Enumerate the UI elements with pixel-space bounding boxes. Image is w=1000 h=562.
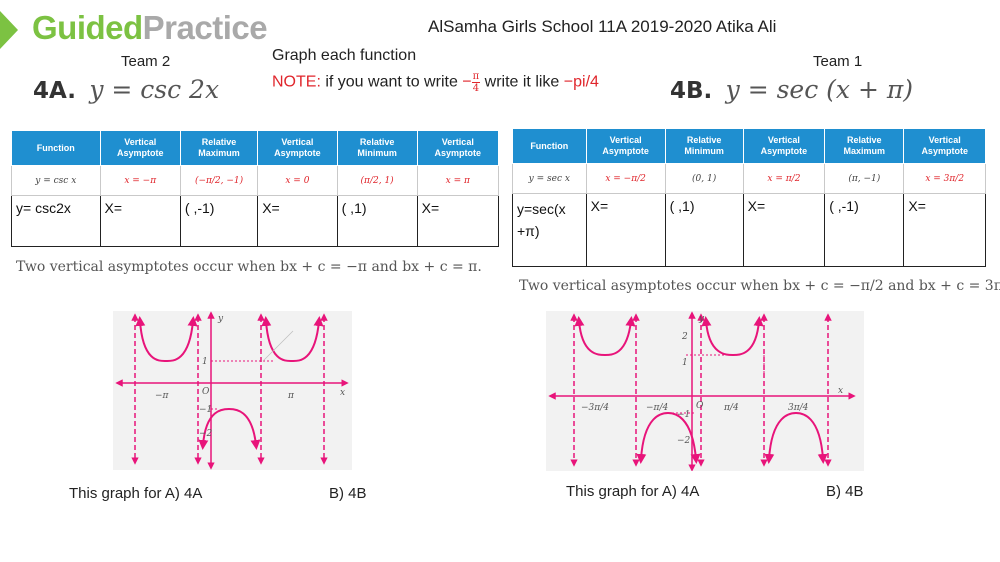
team-label-right: Team 1 [813,53,863,70]
problem-4b-title: 4B. y = sec (x + π) [670,75,914,104]
header-cell: Vertical Asymptote [99,130,181,166]
function-cell: y= csc2x [11,195,101,247]
function-cell: y=sec(x +π) [512,193,587,267]
header-cell: Relative Maximum [824,128,905,164]
equation-4a: y = csc 2x [89,75,220,104]
example-cell: x = 0 [257,165,338,196]
tick-label: −1 [677,410,690,420]
maximum-input[interactable]: ( ,-1) [179,195,259,247]
curve-branch [701,316,764,357]
curve-branch [135,316,198,363]
tick-label: π/4 [723,403,739,413]
example-cell: (π, −1) [824,163,905,194]
tick-label: −π [155,391,170,401]
header-cell: Vertical Asymptote [257,130,338,166]
tick-label: −1 [199,405,212,415]
question-graph-right[interactable]: This graph for A) 4A [566,483,700,500]
curve-branch [198,407,261,450]
team-label-left: Team 2 [121,53,171,70]
y-axis-label: y [698,314,705,324]
equation-4b: y = sec (x + π) [725,75,914,104]
tick-label: −3π/4 [581,403,609,413]
example-cell: (0, 1) [664,163,744,194]
example-cell: (π/2, 1) [336,165,418,196]
curve-branch [764,411,828,464]
example-cell: x = π [416,165,500,196]
header-cell: Relative Minimum [664,128,744,164]
asymptote-input[interactable]: X= [257,195,338,247]
curve-branch [261,316,324,363]
example-cell: (−π/2, −1) [179,165,259,196]
note-text: NOTE: if you want to write − π 4 write it … [272,71,599,94]
origin-label: O [202,387,210,397]
question-graph-left[interactable]: This graph for A) 4A [69,485,203,502]
logo-arrow-icon [0,11,18,49]
asymptote-input[interactable]: X= [99,195,181,247]
header-cell: Relative Minimum [336,130,418,166]
minimum-input[interactable]: ( ,1) [336,195,418,247]
x-axis-label: x [838,386,843,396]
x-axis-label: x [340,388,345,398]
guided-practice-logo: GuidedPractice [32,9,268,46]
tick-label: π [287,391,295,401]
minimum-input[interactable]: ( ,1) [664,193,744,267]
example-cell: x = −π/2 [585,163,666,194]
header-cell: Function [11,130,101,166]
asymptote-input[interactable]: X= [585,193,666,267]
tick-label: −2 [677,436,691,446]
tick-label: 2 [681,332,688,342]
tick-label: 1 [202,357,208,367]
tick-label: −π/4 [646,403,668,413]
asymptote-input[interactable]: X= [742,193,826,267]
option-b-right[interactable]: B) 4B [826,483,864,500]
origin-label: O [696,401,704,411]
example-cell: y = sec x [512,163,587,194]
instruction-text: Graph each function [272,47,417,64]
tick-label: 3π/4 [788,403,809,413]
school-info: AlSamha Girls School 11A 2019-2020 Atika… [428,17,777,36]
header-cell: Vertical Asymptote [416,130,500,166]
graph-left: y x O −π π 1 −1 −2 [113,311,352,470]
header-cell: Vertical Asymptote [903,128,986,164]
asymptote-input[interactable]: X= [416,195,500,247]
curve-branch [574,316,636,357]
guide-line [262,330,294,362]
header-cell: Relative Maximum [179,130,259,166]
tick-label: −2 [199,429,213,439]
asymptote-input[interactable]: X= [903,193,986,267]
example-cell: x = −π [99,165,181,196]
problem-4a-title: 4A. y = csc 2x [33,75,220,104]
example-cell: x = π/2 [742,163,826,194]
note-label: NOTE: [272,73,321,91]
header-cell: Vertical Asymptote [585,128,666,164]
caption-4a: Two vertical asymptotes occur when bx + … [16,259,482,275]
header-cell: Vertical Asymptote [742,128,826,164]
tick-label: 1 [682,358,688,368]
caption-4b: Two vertical asymptotes occur when bx + … [519,278,1000,294]
header-cell: Function [512,128,587,164]
maximum-input[interactable]: ( ,-1) [824,193,905,267]
note-example: −pi/4 [563,73,599,91]
y-axis-label: y [217,314,224,324]
example-cell: y = csc x [11,165,101,196]
graph-right: y x O 2 1 −1 −2 −3π/4 −π/4 π/4 3π/4 [546,311,864,471]
table-4b: Function Vertical Asymptote Relative Min… [512,128,986,267]
table-4a: Function Vertical Asymptote Relative Max… [11,130,500,247]
example-cell: x = 3π/2 [903,163,986,194]
option-b-left[interactable]: B) 4B [329,485,367,502]
